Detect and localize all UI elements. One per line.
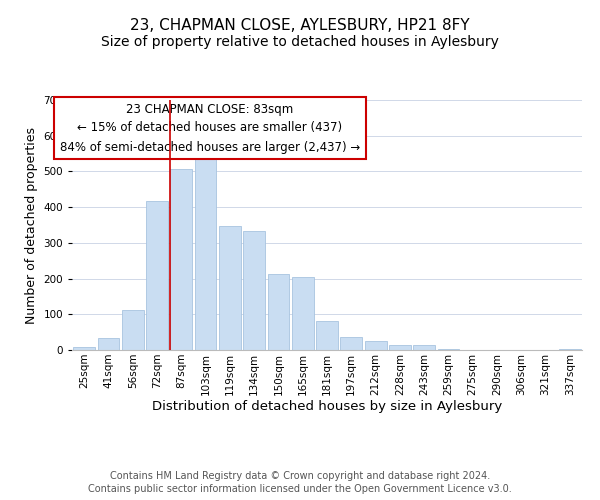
Text: Size of property relative to detached houses in Aylesbury: Size of property relative to detached ho… [101,35,499,49]
Text: Contains HM Land Registry data © Crown copyright and database right 2024.: Contains HM Land Registry data © Crown c… [110,471,490,481]
Bar [122,310,143,350]
X-axis label: Distribution of detached houses by size in Aylesbury: Distribution of detached houses by size … [152,400,502,413]
Bar [219,226,241,350]
Text: 23, CHAPMAN CLOSE, AYLESBURY, HP21 8FY: 23, CHAPMAN CLOSE, AYLESBURY, HP21 8FY [130,18,470,32]
Bar [146,200,168,350]
Text: 23 CHAPMAN CLOSE: 83sqm
← 15% of detached houses are smaller (437)
84% of semi-d: 23 CHAPMAN CLOSE: 83sqm ← 15% of detache… [59,102,360,154]
Bar [316,320,338,350]
Text: Contains public sector information licensed under the Open Government Licence v3: Contains public sector information licen… [88,484,512,494]
Bar [340,337,362,350]
Bar [73,347,95,350]
Bar [365,340,386,350]
Bar [292,277,314,350]
Bar [194,144,217,350]
Bar [243,230,265,350]
Y-axis label: Number of detached properties: Number of detached properties [25,126,38,324]
Bar [97,338,119,350]
Bar [389,346,411,350]
Bar [170,169,192,350]
Bar [413,346,435,350]
Bar [268,274,289,350]
